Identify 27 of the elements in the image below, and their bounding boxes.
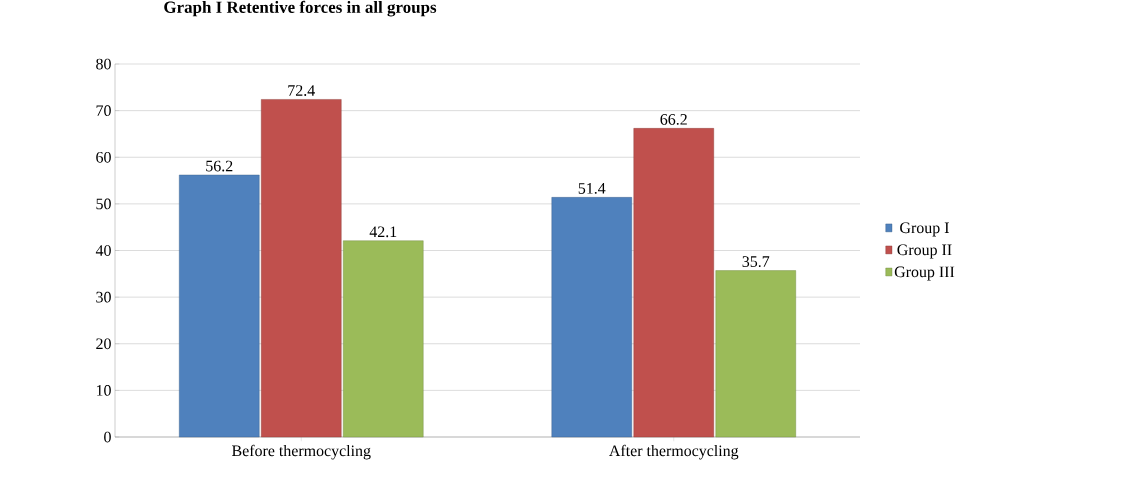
data-label: 35.7: [742, 256, 770, 268]
x-tick-label: Before thermocycling: [232, 444, 371, 460]
bar: [633, 128, 714, 438]
bar: [343, 240, 424, 438]
y-tick-label: 20: [96, 338, 111, 350]
legend-label: Group II: [897, 244, 952, 259]
data-label: 56.2: [206, 160, 233, 172]
y-tick-label: 30: [96, 291, 111, 303]
legend-label: Group III: [894, 266, 955, 281]
data-label: 51.4: [578, 183, 606, 194]
data-label: 66.2: [660, 114, 687, 125]
y-tick-label: 0: [104, 431, 111, 443]
x-tick-label: After thermocycling: [609, 444, 739, 460]
chart-title: Graph I Retentive forces in all groups: [164, 0, 437, 17]
y-tick-label: 10: [96, 385, 111, 396]
bar: [715, 270, 796, 438]
data-label: 42.1: [369, 226, 397, 238]
y-tick-label: 50: [96, 198, 111, 210]
y-tick-label: 80: [96, 58, 111, 70]
bar: [551, 197, 632, 438]
bar: [261, 99, 342, 438]
y-tick-label: 40: [95, 245, 111, 256]
data-label: 72.4: [288, 85, 315, 96]
y-tick-label: 60: [96, 151, 111, 163]
bar: [179, 174, 260, 438]
y-tick-label: 70: [96, 105, 111, 117]
legend-label: Group I: [900, 222, 949, 237]
